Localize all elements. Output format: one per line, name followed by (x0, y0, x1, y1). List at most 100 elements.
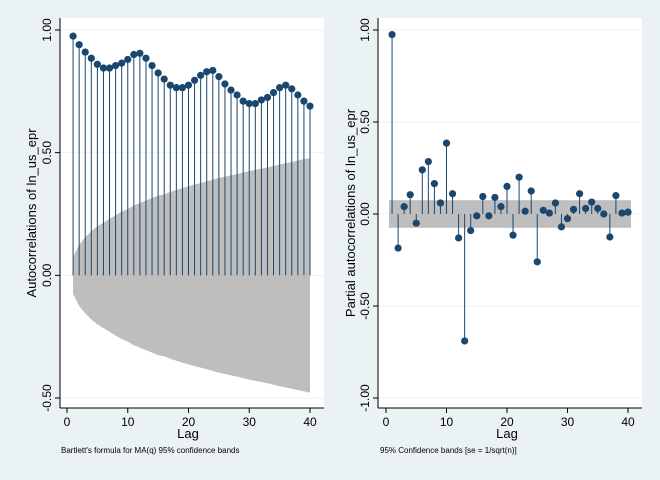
pacf-x-tick-label: 10 (440, 415, 454, 429)
acf-y-tick-label: 0.00 (40, 263, 54, 287)
pacf-y-axis-title: Partial autocorrelations of ln_us_epr (343, 108, 358, 317)
pacf-marker-lag-35 (594, 204, 602, 213)
acf-marker-lag-1 (69, 32, 77, 40)
acf-x-axis-title: Lag (177, 426, 199, 441)
acf-marker-lag-33 (263, 93, 272, 102)
pacf-marker-lag-30 (563, 215, 572, 223)
pacf-y-tick-label: 0.50 (358, 110, 372, 134)
pacf-confidence-band (389, 200, 631, 228)
pacf-marker-lag-12 (455, 234, 463, 242)
acf-marker-lag-30 (245, 100, 253, 108)
pacf-marker-lag-11 (448, 190, 457, 198)
acf-marker-lag-16 (160, 75, 168, 83)
acf-y-tick-label: 0.50 (40, 141, 54, 165)
acf-marker-lag-3 (81, 48, 89, 56)
acf-marker-lag-2 (75, 41, 83, 49)
acf-confidence-band (73, 158, 310, 393)
pacf-x-tick-label: 30 (561, 415, 575, 429)
pacf-marker-lag-39 (618, 209, 626, 217)
acf-marker-lag-14 (148, 61, 156, 70)
acf-marker-lag-11 (130, 50, 138, 59)
pacf-marker-lag-8 (430, 180, 438, 188)
acf-y-tick-label: 1.00 (40, 18, 54, 42)
pacf-marker-lag-37 (606, 233, 614, 241)
acf-marker-lag-22 (197, 71, 205, 79)
pacf-x-ticks: 0 10 20 30 40 (383, 408, 635, 429)
acf-marker-lag-34 (269, 88, 278, 97)
pacf-x-axis-title: Lag (496, 426, 518, 441)
pacf-marker-lag-5 (412, 219, 420, 227)
pacf-y-tick-label: 0.00 (358, 202, 372, 226)
acf-y-axis-title: Autocorrelations of ln_us_epr (24, 128, 39, 298)
pacf-panel: -1.00 -0.50 0.00 0.50 1.00 0 10 20 30 40 Lag Par… (343, 18, 642, 455)
acf-marker-lag-23 (203, 68, 211, 76)
pacf-marker-lag-23 (521, 207, 529, 215)
acf-x-tick-label: 10 (121, 415, 135, 429)
pacf-marker-lag-17 (485, 212, 493, 220)
acf-axes (59, 18, 324, 409)
pacf-marker-lag-36 (600, 210, 608, 218)
acf-marker-lag-17 (166, 81, 174, 89)
pacf-axes (377, 18, 642, 409)
acf-panel: -0.50 0.00 0.50 1.00 0 10 20 30 40 Lag Autocorr… (24, 18, 324, 455)
acf-marker-lag-13 (142, 54, 150, 62)
acf-x-tick-label: 0 (64, 415, 71, 429)
acf-x-tick-label: 30 (243, 415, 257, 429)
pacf-marker-lag-40 (624, 208, 632, 216)
pacf-marker-lag-29 (557, 223, 566, 231)
pacf-y-tick-label: -0.50 (358, 292, 372, 320)
pacf-y-ticks: -1.00 -0.50 0.00 0.50 1.00 (358, 18, 378, 412)
pacf-marker-lag-3 (400, 203, 408, 211)
acf-marker-lag-31 (251, 100, 259, 108)
acf-marker-lag-12 (136, 49, 144, 57)
pacf-marker-lag-28 (551, 199, 560, 207)
acf-marker-lag-19 (178, 84, 187, 92)
acf-marker-lag-10 (124, 55, 132, 64)
pacf-marker-lag-26 (539, 206, 547, 214)
pacf-marker-lag-7 (424, 157, 432, 166)
pacf-marker-lag-2 (394, 244, 402, 252)
pacf-marker-lag-6 (418, 166, 426, 174)
acf-marker-lag-28 (233, 91, 241, 99)
acf-marker-lag-39 (300, 97, 308, 105)
acf-marker-lag-32 (257, 96, 265, 104)
acf-note: Bartlett's formula for MA(q) 95% confide… (61, 446, 240, 455)
acf-confidence-band-area (73, 158, 310, 393)
acf-marker-lag-35 (276, 84, 284, 92)
pacf-marker-lag-31 (569, 205, 578, 213)
acf-x-tick-label: 20 (182, 415, 196, 429)
acf-marker-lag-29 (239, 97, 247, 105)
acf-marker-lag-15 (154, 69, 162, 77)
pacf-marker-lag-16 (479, 192, 487, 201)
pacf-marker-lag-14 (467, 226, 475, 235)
pacf-marker-lag-25 (533, 258, 541, 266)
pacf-marker-lag-24 (527, 187, 535, 195)
acf-marker-lag-7 (105, 64, 114, 72)
acf-x-ticks: 0 10 20 30 40 (64, 408, 317, 429)
pacf-marker-lag-22 (515, 173, 523, 181)
pacf-x-tick-label: 40 (621, 415, 635, 429)
pacf-marker-lag-33 (582, 204, 590, 213)
acf-marker-lag-21 (190, 76, 199, 84)
acf-marker-lag-25 (215, 73, 223, 81)
pacf-marker-lag-34 (588, 198, 596, 206)
acf-marker-lag-40 (306, 102, 314, 110)
pacf-marker-lag-18 (491, 193, 499, 202)
acf-marker-lag-8 (112, 61, 120, 70)
acf-marker-lag-36 (282, 81, 290, 89)
pacf-marker-lag-38 (612, 192, 620, 200)
acf-spikes (72, 36, 311, 276)
acf-marker-lag-5 (93, 60, 101, 68)
pacf-marker-lag-27 (545, 209, 553, 217)
pacf-markers (388, 30, 632, 345)
pacf-marker-lag-20 (503, 182, 511, 190)
acf-marker-lag-38 (294, 91, 302, 99)
pacf-marker-lag-1 (388, 30, 396, 39)
pacf-x-tick-label: 20 (500, 415, 514, 429)
pacf-marker-lag-13 (461, 337, 469, 345)
acf-marker-lag-26 (221, 80, 229, 88)
pacf-x-tick-label: 0 (383, 415, 390, 429)
pacf-marker-lag-15 (473, 212, 481, 220)
pacf-marker-lag-19 (497, 203, 505, 211)
